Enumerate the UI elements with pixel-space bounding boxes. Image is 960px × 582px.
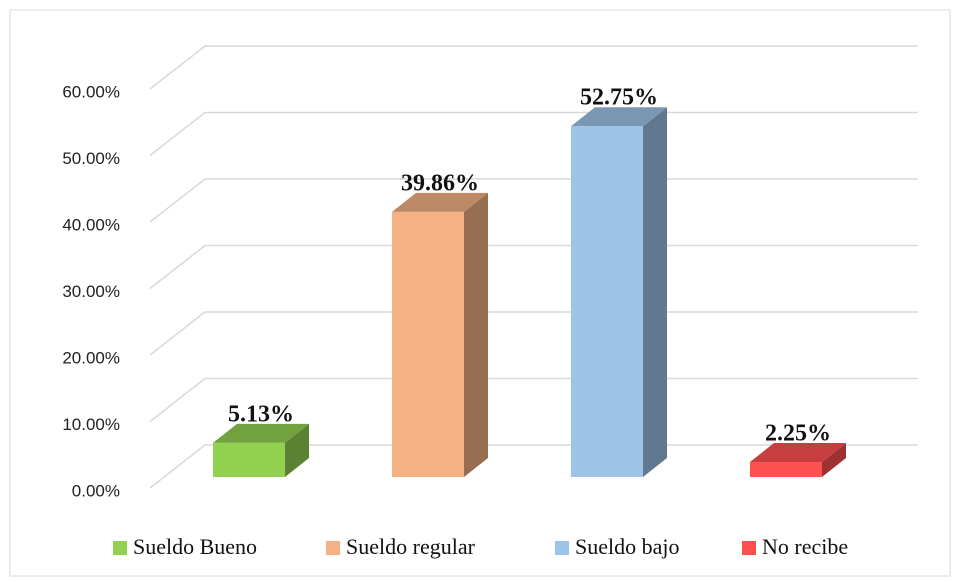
- y-tick-label: 0.00%: [72, 481, 120, 500]
- grid-line: [149, 377, 918, 423]
- y-tick-label: 50.00%: [62, 149, 120, 168]
- grid-line: [149, 311, 918, 356]
- y-tick-label: 40.00%: [62, 215, 120, 234]
- grid-line: [149, 178, 918, 223]
- bar: [750, 462, 822, 477]
- y-tick-label: 60.00%: [62, 82, 120, 101]
- data-label: 2.25%: [765, 421, 831, 447]
- legend-swatch: [113, 541, 127, 555]
- bar: [392, 211, 464, 477]
- bar-side: [285, 423, 309, 477]
- legend-label: No recibe: [762, 534, 848, 559]
- bar-side: [822, 443, 846, 477]
- data-label: 39.86%: [401, 170, 479, 196]
- bar-top: [571, 107, 667, 127]
- legend-label: Sueldo Bueno: [133, 534, 257, 559]
- y-tick-label: 30.00%: [62, 282, 120, 301]
- grid-line: [149, 244, 918, 290]
- bar: [213, 442, 285, 477]
- legend-label: Sueldo bajo: [575, 534, 680, 559]
- legend-label: Sueldo regular: [346, 534, 476, 559]
- legend-swatch: [742, 541, 756, 555]
- bar-side: [643, 107, 667, 478]
- legend-swatch: [326, 541, 340, 555]
- bar-top: [213, 423, 309, 443]
- legend-swatch: [555, 541, 569, 555]
- y-tick-label: 20.00%: [62, 348, 120, 367]
- bar-top: [750, 443, 846, 463]
- grid-line: [149, 111, 918, 157]
- data-label: 5.13%: [228, 401, 294, 427]
- grid-line: [149, 45, 918, 90]
- bar-top: [392, 192, 488, 212]
- bar-side: [464, 192, 488, 477]
- y-tick-label: 10.00%: [62, 415, 120, 434]
- bar: [571, 126, 643, 478]
- data-label: 52.75%: [580, 85, 658, 111]
- grid-line: [149, 444, 918, 489]
